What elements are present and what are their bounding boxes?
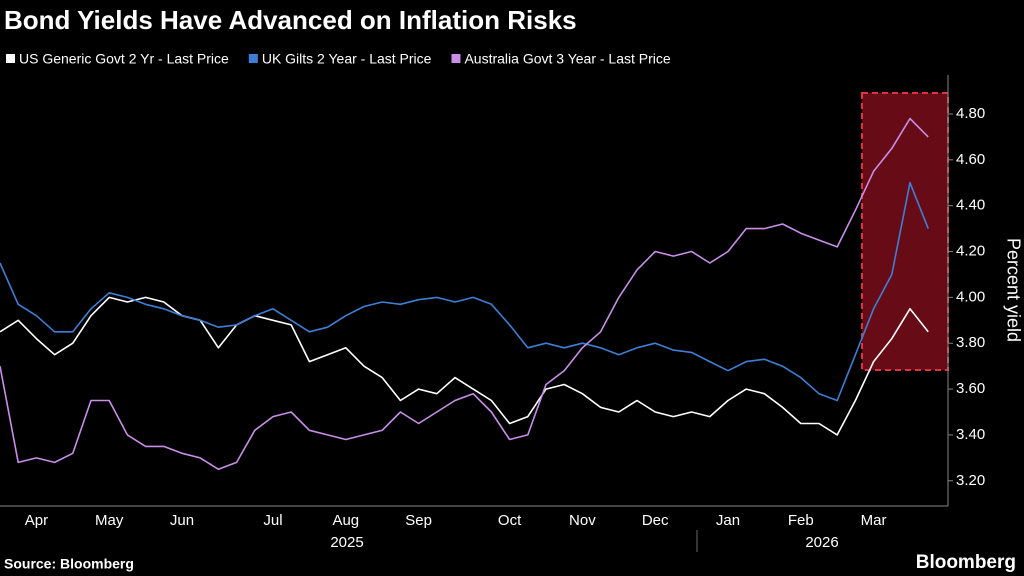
x-tick-label: Jul bbox=[263, 512, 282, 529]
y-tick-label: 3.40 bbox=[956, 426, 985, 443]
x-tick-label: Jan bbox=[716, 512, 740, 529]
x-tick-label: Jun bbox=[170, 512, 194, 529]
legend-label: UK Gilts 2 Year - Last Price bbox=[262, 51, 432, 67]
y-tick-label: 3.80 bbox=[956, 334, 985, 351]
y-tick-label: 4.80 bbox=[956, 105, 985, 122]
y-tick-label: 4.40 bbox=[956, 197, 985, 214]
year-label: 2026 bbox=[805, 534, 838, 551]
highlight-box bbox=[861, 92, 949, 371]
y-tick-label: 4.60 bbox=[956, 151, 985, 168]
source: Source: Bloomberg bbox=[4, 556, 134, 572]
x-tick-label: Dec bbox=[642, 512, 669, 529]
y-tick-label: 4.20 bbox=[956, 242, 985, 259]
x-tick-label: Sep bbox=[405, 512, 432, 529]
x-tick-label: Apr bbox=[25, 512, 48, 529]
series-line bbox=[0, 296, 929, 436]
series-line bbox=[0, 181, 929, 402]
chart-title: Bond Yields Have Advanced on Inflation R… bbox=[4, 5, 577, 35]
year-label: 2025 bbox=[330, 534, 363, 551]
series-line bbox=[0, 117, 929, 471]
x-tick-label: Aug bbox=[332, 512, 359, 529]
legend-label: Australia Govt 3 Year - Last Price bbox=[464, 51, 670, 67]
legend-swatch bbox=[6, 54, 15, 63]
y-tick-label: 3.60 bbox=[956, 380, 985, 397]
x-tick-label: Oct bbox=[498, 512, 522, 529]
x-tick-label: Nov bbox=[569, 512, 596, 529]
x-tick-label: May bbox=[95, 512, 124, 529]
legend-swatch bbox=[451, 54, 461, 63]
y-axis-label: Percent yield bbox=[1003, 238, 1023, 342]
x-tick-label: Mar bbox=[861, 512, 887, 529]
legend-swatch bbox=[248, 54, 258, 63]
x-tick-label: Feb bbox=[788, 512, 814, 529]
y-tick-label: 3.20 bbox=[956, 472, 985, 489]
y-tick-label: 4.00 bbox=[956, 288, 985, 305]
brand: Bloomberg bbox=[916, 552, 1016, 573]
legend-label: US Generic Govt 2 Yr - Last Price bbox=[19, 51, 229, 67]
